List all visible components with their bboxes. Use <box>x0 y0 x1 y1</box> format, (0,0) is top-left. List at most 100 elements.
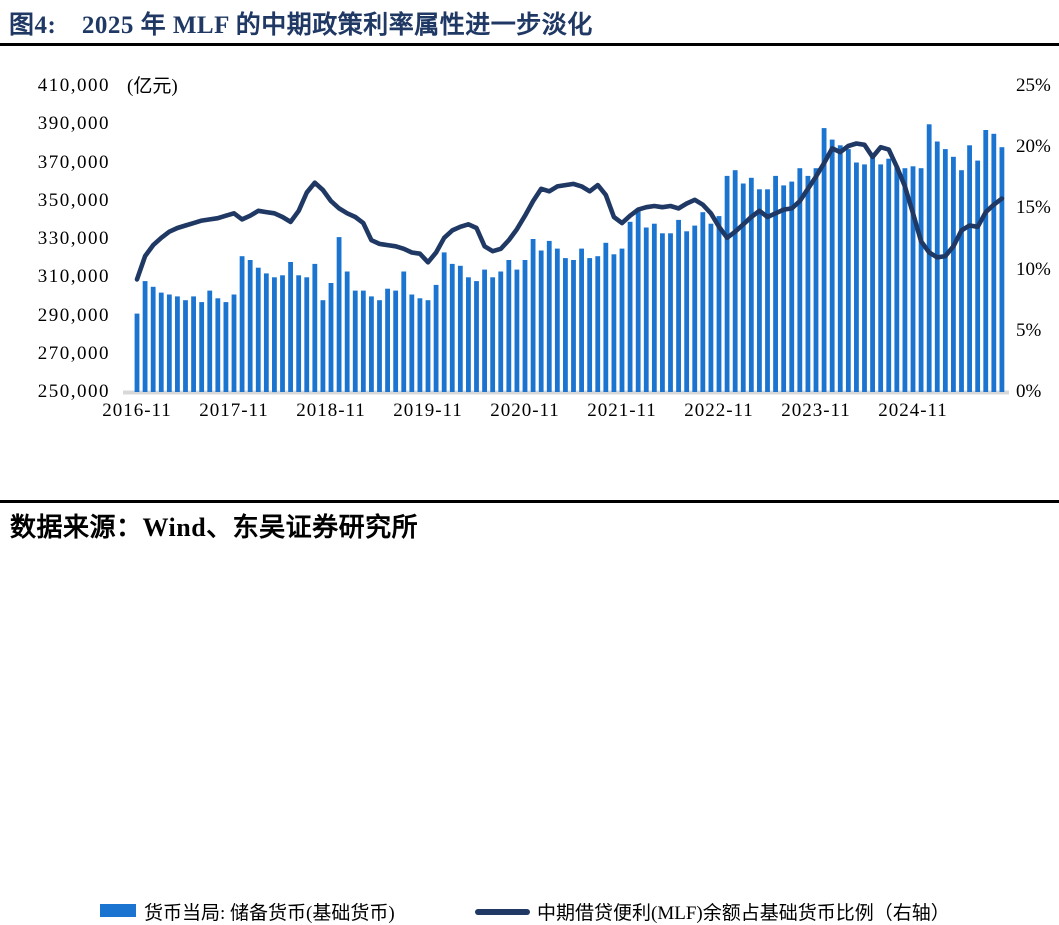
line-series <box>134 141 1005 282</box>
bar <box>813 168 819 392</box>
bar <box>619 248 625 392</box>
bar <box>134 313 140 392</box>
bar <box>563 258 568 392</box>
bar <box>538 250 544 392</box>
left-axis-tick: 370,000 <box>37 151 110 173</box>
chart-canvas <box>123 124 1009 395</box>
bar <box>255 267 261 392</box>
bar <box>773 175 778 392</box>
bar <box>328 283 334 392</box>
bar <box>829 139 835 392</box>
bar <box>272 277 277 393</box>
bar <box>757 189 762 392</box>
bar <box>175 296 180 392</box>
left-axis-tick: 350,000 <box>37 189 110 211</box>
x-axis-baseline <box>123 390 1009 395</box>
bar <box>369 296 374 392</box>
x-axis-tick: 2021-11 <box>587 400 657 421</box>
left-axis-tick: 290,000 <box>37 304 110 326</box>
x-axis-tick: 2022-11 <box>684 400 754 421</box>
bar <box>643 227 649 392</box>
bar <box>482 269 487 392</box>
bar <box>223 302 229 392</box>
footer-rule <box>0 500 1059 503</box>
bar <box>902 168 908 392</box>
bar <box>870 152 875 392</box>
bar <box>425 300 431 392</box>
bar <box>288 262 293 392</box>
bar <box>999 147 1005 392</box>
bar <box>385 288 390 392</box>
bar <box>611 254 617 392</box>
bar <box>158 292 164 392</box>
bar <box>199 302 205 392</box>
bar <box>983 130 989 392</box>
bar <box>231 294 237 392</box>
bar <box>360 290 366 392</box>
bar <box>975 160 981 392</box>
bar <box>789 181 795 392</box>
bar <box>805 175 811 392</box>
bar <box>748 177 754 392</box>
figure-title: 图4: 2025 年 MLF 的中期政策利率属性进一步淡化 <box>9 12 593 39</box>
bar <box>660 233 665 392</box>
left-axis-tick: 270,000 <box>37 342 110 364</box>
bar <box>280 275 285 392</box>
bar <box>732 170 738 392</box>
x-axis-tick: 2016-11 <box>102 400 172 421</box>
bar <box>797 168 803 392</box>
bar <box>627 221 633 392</box>
right-axis-tick: 25% <box>1016 75 1051 96</box>
bar <box>247 260 253 392</box>
bar <box>336 237 342 392</box>
bar <box>910 166 916 392</box>
right-axis-tick: 10% <box>1016 258 1051 280</box>
bar <box>393 290 399 392</box>
right-axis-tick: 20% <box>1016 136 1051 158</box>
bar <box>724 175 730 392</box>
right-axis-tick: 0% <box>1016 381 1042 402</box>
bar <box>845 149 851 392</box>
bar <box>886 158 892 392</box>
legend-line-swatch-icon <box>475 909 530 915</box>
bar <box>142 281 148 392</box>
bar <box>457 265 463 392</box>
right-axis-tick: 5% <box>1016 319 1042 341</box>
left-axis-tick: 310,000 <box>37 266 110 288</box>
left-axis-tick: 390,000 <box>37 113 110 135</box>
bar <box>409 294 415 392</box>
legend-bar-swatch-icon <box>100 904 136 917</box>
bar <box>959 170 964 392</box>
bar <box>490 277 496 393</box>
bar <box>700 212 706 392</box>
left-axis-tick: 250,000 <box>37 381 110 402</box>
bar <box>239 256 245 392</box>
bar <box>522 260 528 392</box>
bar <box>417 298 423 392</box>
title-rule <box>0 43 1059 46</box>
bar <box>692 225 698 392</box>
legend: 货币当局: 储备货币(基础货币) 中期借贷便利(MLF)余额占基础货币比例（右轴… <box>0 448 1059 924</box>
bar <box>651 223 657 392</box>
bar <box>150 286 156 392</box>
bar <box>862 164 867 392</box>
bar <box>263 273 269 392</box>
bar <box>708 223 714 392</box>
bar <box>684 231 690 392</box>
bar <box>668 233 673 392</box>
bar <box>918 168 924 392</box>
bar <box>498 271 504 392</box>
bar <box>441 252 447 392</box>
bar <box>401 271 407 392</box>
bar <box>603 242 609 392</box>
bar <box>377 300 382 392</box>
bar <box>635 208 641 392</box>
bar <box>466 277 471 393</box>
x-axis-tick: 2017-11 <box>199 400 269 421</box>
bar <box>207 290 213 392</box>
bar <box>951 156 956 392</box>
left-axis-unit-label: (亿元) <box>127 76 178 97</box>
bar <box>514 269 520 392</box>
bar <box>474 281 479 392</box>
bar <box>740 183 746 392</box>
